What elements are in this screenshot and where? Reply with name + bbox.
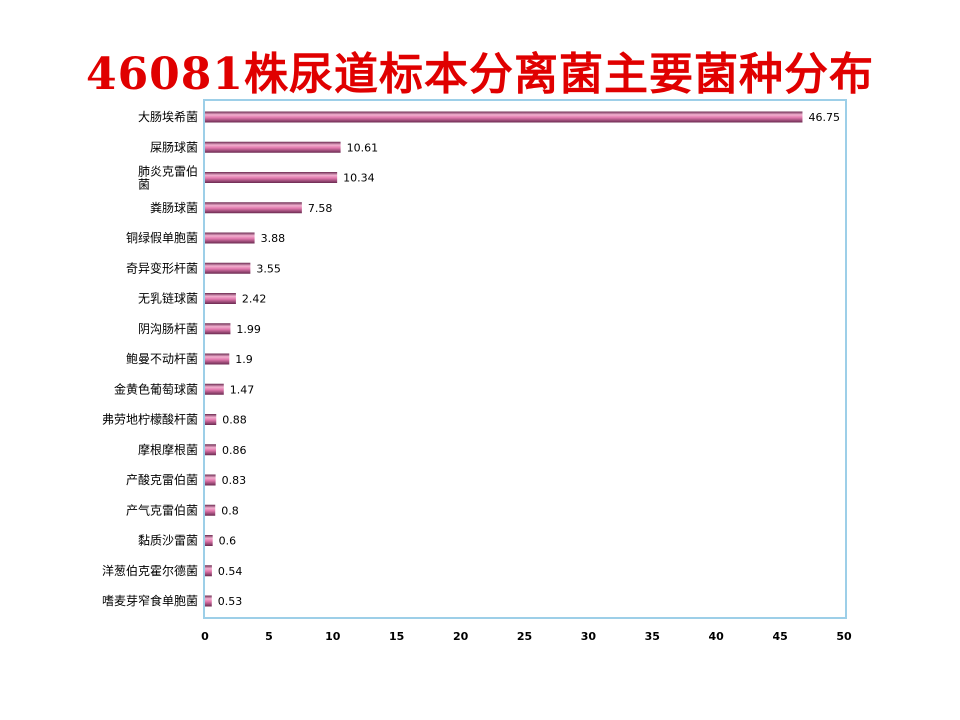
value-label: 1.47 [230,383,255,396]
bar [205,595,212,607]
category-label: 嗜麦芽窄食单胞菌 [102,593,198,608]
x-tick-label: 40 [709,630,725,643]
value-label: 0.54 [218,565,243,578]
value-label: 0.6 [219,535,237,548]
category-label: 阴沟肠杆菌 [138,322,198,336]
value-label: 1.9 [235,353,253,366]
bar [205,565,212,577]
category-label: 肺炎克雷伯菌 [138,164,198,192]
bar [205,474,216,486]
value-label: 2.42 [242,293,267,306]
bar [205,444,216,456]
value-label: 3.55 [256,262,281,275]
x-tick-label: 20 [453,630,469,643]
category-label: 产酸克雷伯菌 [126,472,198,487]
bar [205,293,236,304]
value-label: 3.88 [261,232,286,245]
category-label: 洋葱伯克霍尔德菌 [102,563,198,578]
bar [205,232,255,244]
value-label: 1.99 [236,323,260,336]
bar [205,414,217,425]
bar [205,353,230,365]
value-label: 10.34 [343,172,375,185]
category-label: 奇异变形杆菌 [126,260,198,275]
x-tick-label: 5 [265,630,273,643]
category-label: 粪肠球菌 [150,201,198,215]
category-label: 无乳链球菌 [138,291,198,306]
bar [205,383,224,395]
value-label: 0.53 [218,595,243,608]
category-label: 黏质沙雷菌 [138,534,198,548]
category-label: 金黄色葡萄球菌 [114,381,198,396]
category-label: 产气克雷伯菌 [126,502,198,517]
category-label: 屎肠球菌 [150,140,198,154]
x-tick-label: 35 [645,630,660,643]
x-tick-label: 30 [581,630,597,643]
category-label: 鲍曼不动杆菌 [126,352,198,366]
category-label: 摩根摩根菌 [138,442,198,457]
bar [205,262,251,274]
x-tick-label: 15 [389,630,404,643]
bar [205,202,302,214]
bar [205,172,338,183]
value-label: 46.75 [808,111,840,124]
bar [205,504,216,516]
value-label: 7.58 [308,202,333,215]
bar [205,535,213,546]
plot-frame [203,99,847,619]
value-label: 0.83 [222,474,247,487]
x-tick-label: 10 [325,630,341,643]
value-label: 0.88 [222,414,247,427]
value-label: 10.61 [347,141,379,154]
bar [205,141,341,153]
category-label: 弗劳地柠檬酸杆菌 [102,412,198,427]
bar [205,111,803,123]
value-label: 0.86 [222,444,247,457]
x-tick-label: 45 [772,630,787,643]
chart-title: 46081株尿道标本分离菌主要菌种分布 [85,49,875,100]
category-label: 铜绿假单胞菌 [126,230,198,245]
value-label: 0.8 [221,504,239,517]
x-tick-label: 0 [201,630,209,643]
x-tick-label: 50 [836,630,852,643]
category-label: 大肠埃希菌 [138,109,198,124]
x-tick-label: 25 [517,630,532,643]
bar [205,323,231,335]
